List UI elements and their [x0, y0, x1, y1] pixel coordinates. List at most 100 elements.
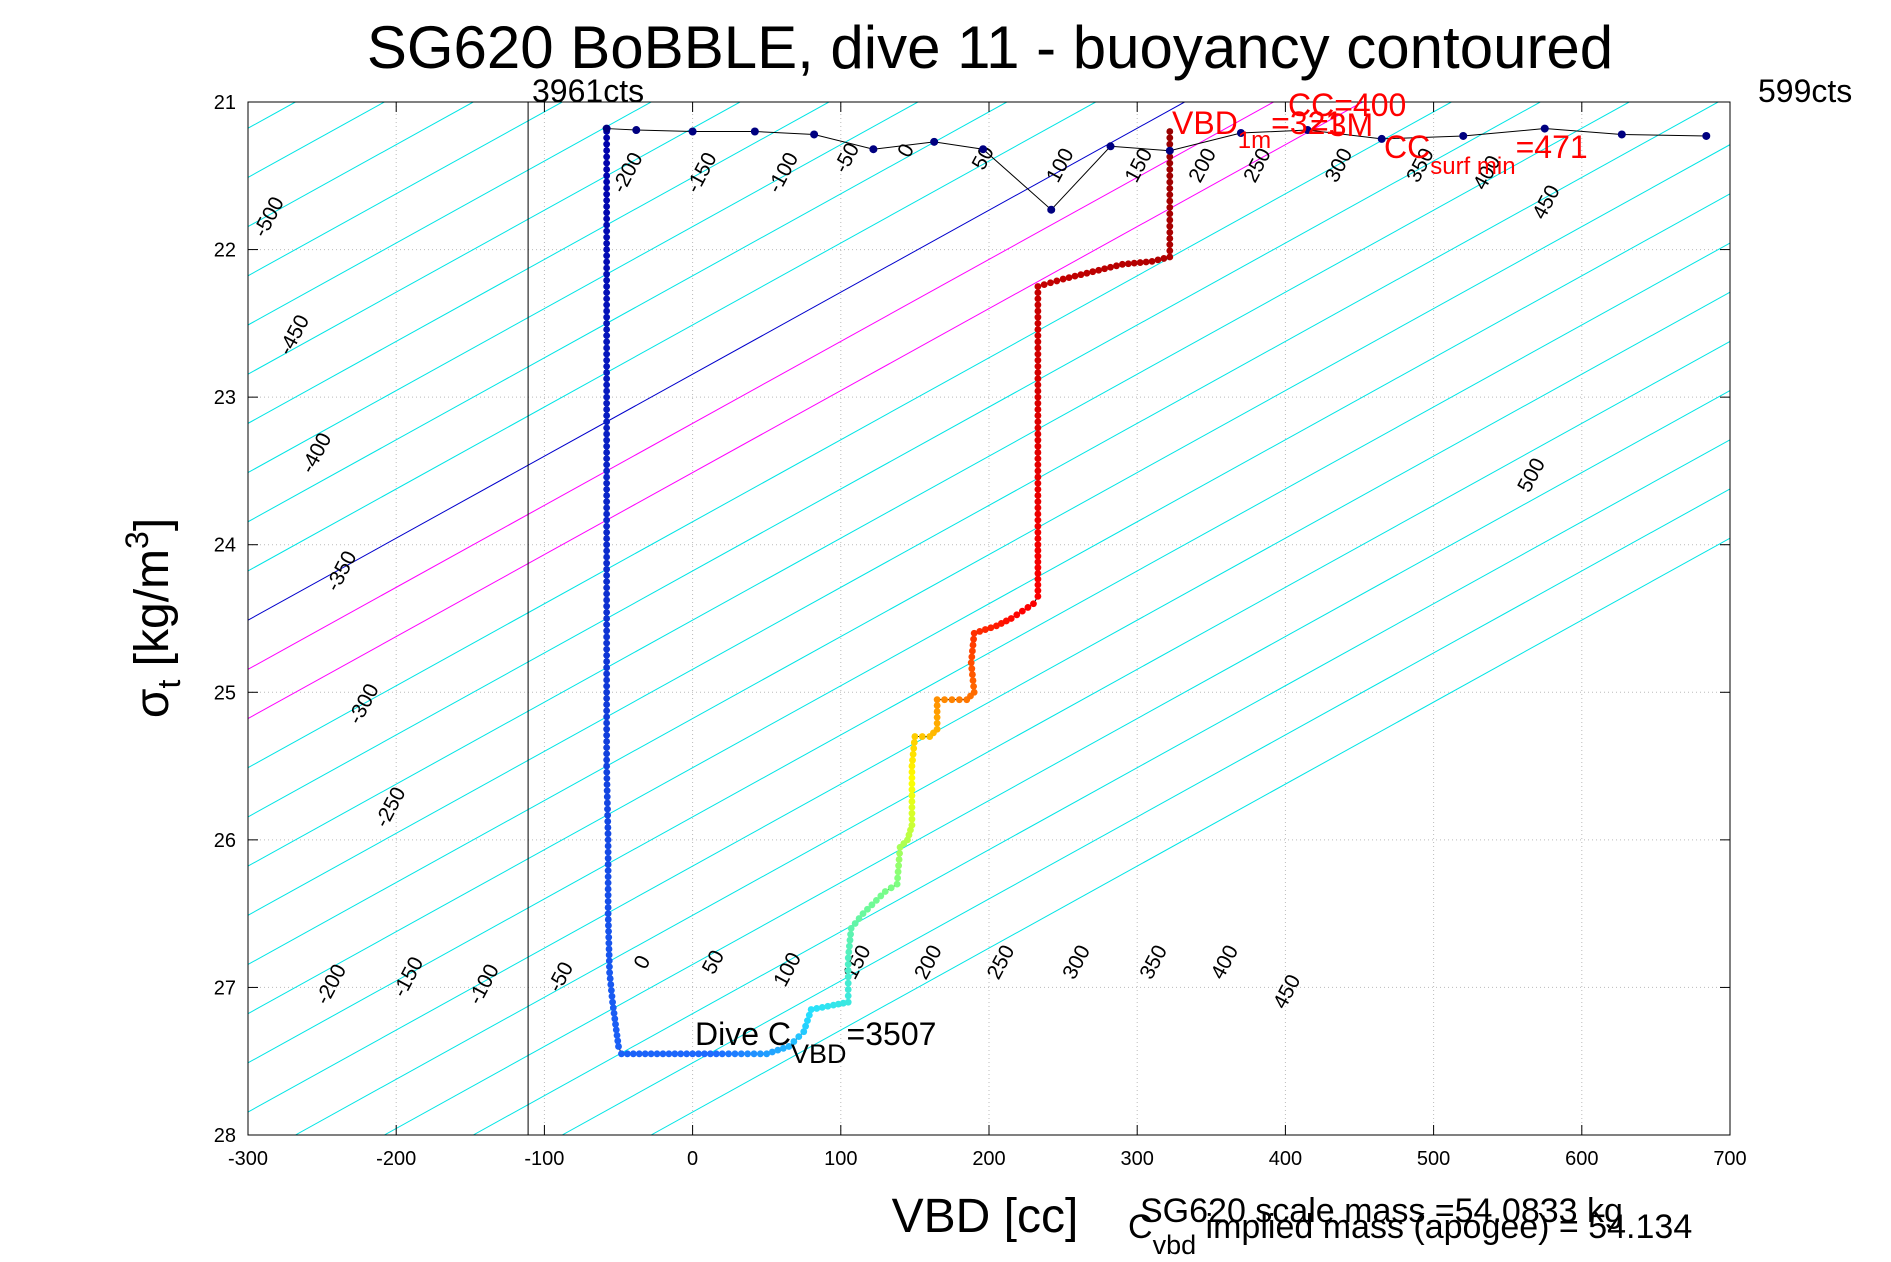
contour-label: -150 [682, 149, 722, 197]
descent-point [671, 1050, 679, 1058]
descent-point [603, 713, 611, 721]
descent-point [1034, 492, 1042, 499]
y-tick-label: 21 [214, 92, 236, 114]
descent-point [604, 861, 612, 868]
descent-point [1113, 262, 1120, 270]
descent-point [1007, 615, 1015, 622]
chart-title: SG620 BoBBLE, dive 11 - buoyancy contour… [367, 14, 1613, 81]
descent-point [603, 209, 611, 217]
y-tick-label: 22 [214, 240, 236, 262]
dive-c-text: Dive C [695, 1016, 791, 1052]
descent-point [603, 787, 611, 795]
axis-ticks: -300 -200 -100 0 100 200 300 400 500 600 700212223… [214, 92, 1747, 1170]
x-tick-label: 700 [1713, 1148, 1746, 1170]
contour-label: 450 [1269, 971, 1306, 1013]
descent-point [603, 565, 611, 573]
descent-point [605, 939, 613, 947]
descent-point [750, 1050, 758, 1058]
descent-point [1166, 204, 1174, 211]
footer-sub: vbd [1153, 1230, 1197, 1260]
x-tick-label: -200 [376, 1148, 416, 1170]
descent-point [1034, 510, 1042, 518]
y-label-main: σ [126, 689, 179, 719]
descent-point [603, 498, 611, 506]
descent-point [1034, 485, 1042, 493]
descent-point [1166, 253, 1174, 261]
descent-point [603, 602, 611, 610]
contour-label: -500 [249, 193, 289, 241]
descent-point [603, 412, 611, 419]
descent-point [1034, 399, 1042, 407]
contour-label: 250 [983, 941, 1020, 983]
descent-point [844, 960, 852, 968]
x-tick-label: 0 [687, 1148, 698, 1170]
descent-point [607, 986, 615, 994]
descent-point [603, 492, 611, 499]
ascent-point [1617, 130, 1626, 139]
descent-point [859, 910, 867, 918]
descent-point [1166, 185, 1174, 192]
descent-point [894, 874, 902, 882]
descent-point [603, 651, 611, 659]
descent-point [1034, 558, 1042, 566]
descent-point [603, 701, 611, 708]
y-label-sub: t [151, 680, 187, 689]
descent-point [603, 578, 611, 586]
descent-point [933, 719, 941, 727]
descent-point [603, 799, 611, 807]
contour-line-600 [384, 390, 1730, 1135]
descent-point [647, 1050, 655, 1058]
cc-surf-sub: surf min [1430, 153, 1515, 180]
descent-point [605, 957, 613, 965]
footer-implied-mass: Cvbd implied mass (apogee) = 54.134 [1128, 1208, 1692, 1260]
descent-point [844, 967, 852, 974]
descent-point [1034, 504, 1042, 512]
descent-point [744, 1050, 752, 1058]
descent-point [603, 172, 611, 180]
ascent-point [810, 130, 819, 139]
descent-point [603, 695, 611, 702]
contour-label: -100 [763, 149, 803, 197]
descent-point [603, 362, 611, 370]
descent-point [1034, 467, 1042, 475]
descent-point [603, 221, 611, 229]
descent-point [1065, 274, 1073, 282]
ascent-point [1236, 128, 1245, 137]
descent-point [933, 696, 941, 704]
descent-point [1083, 269, 1091, 277]
descent-point [1059, 275, 1067, 283]
contour-line-300 [248, 102, 1719, 916]
descent-point [877, 892, 885, 900]
descent-point [1166, 191, 1174, 199]
descent-point [1166, 241, 1174, 249]
contour-label: 450 [1528, 181, 1565, 223]
descent-point [603, 719, 611, 727]
contour-line-450 [248, 242, 1730, 1064]
descent-point [968, 665, 976, 673]
descent-point [1034, 587, 1042, 595]
descent-point [1034, 535, 1042, 542]
contour-label: 0 [893, 140, 919, 161]
descent-point [603, 608, 611, 616]
descent-point [1142, 258, 1150, 266]
descent-point [970, 629, 978, 637]
descent-point [1166, 159, 1174, 167]
descent-point [607, 981, 615, 988]
descent-point [987, 624, 995, 632]
descent-point [1166, 228, 1174, 236]
descent-point [908, 809, 916, 817]
descent-point [608, 992, 616, 1000]
contour-label: 150 [839, 941, 876, 983]
contour-line-650 [473, 439, 1730, 1135]
ascent-point [602, 124, 611, 133]
descent-point [1166, 166, 1174, 173]
descent-point [603, 744, 611, 752]
x-tick-label: 600 [1565, 1148, 1598, 1170]
descent-point [804, 1017, 811, 1025]
descent-point [1034, 301, 1042, 309]
ascent-point [869, 145, 878, 154]
contour-line--250 [248, 102, 741, 375]
contour-label: 400 [1206, 941, 1243, 983]
descent-point [1034, 412, 1042, 419]
descent-point [1034, 529, 1042, 536]
